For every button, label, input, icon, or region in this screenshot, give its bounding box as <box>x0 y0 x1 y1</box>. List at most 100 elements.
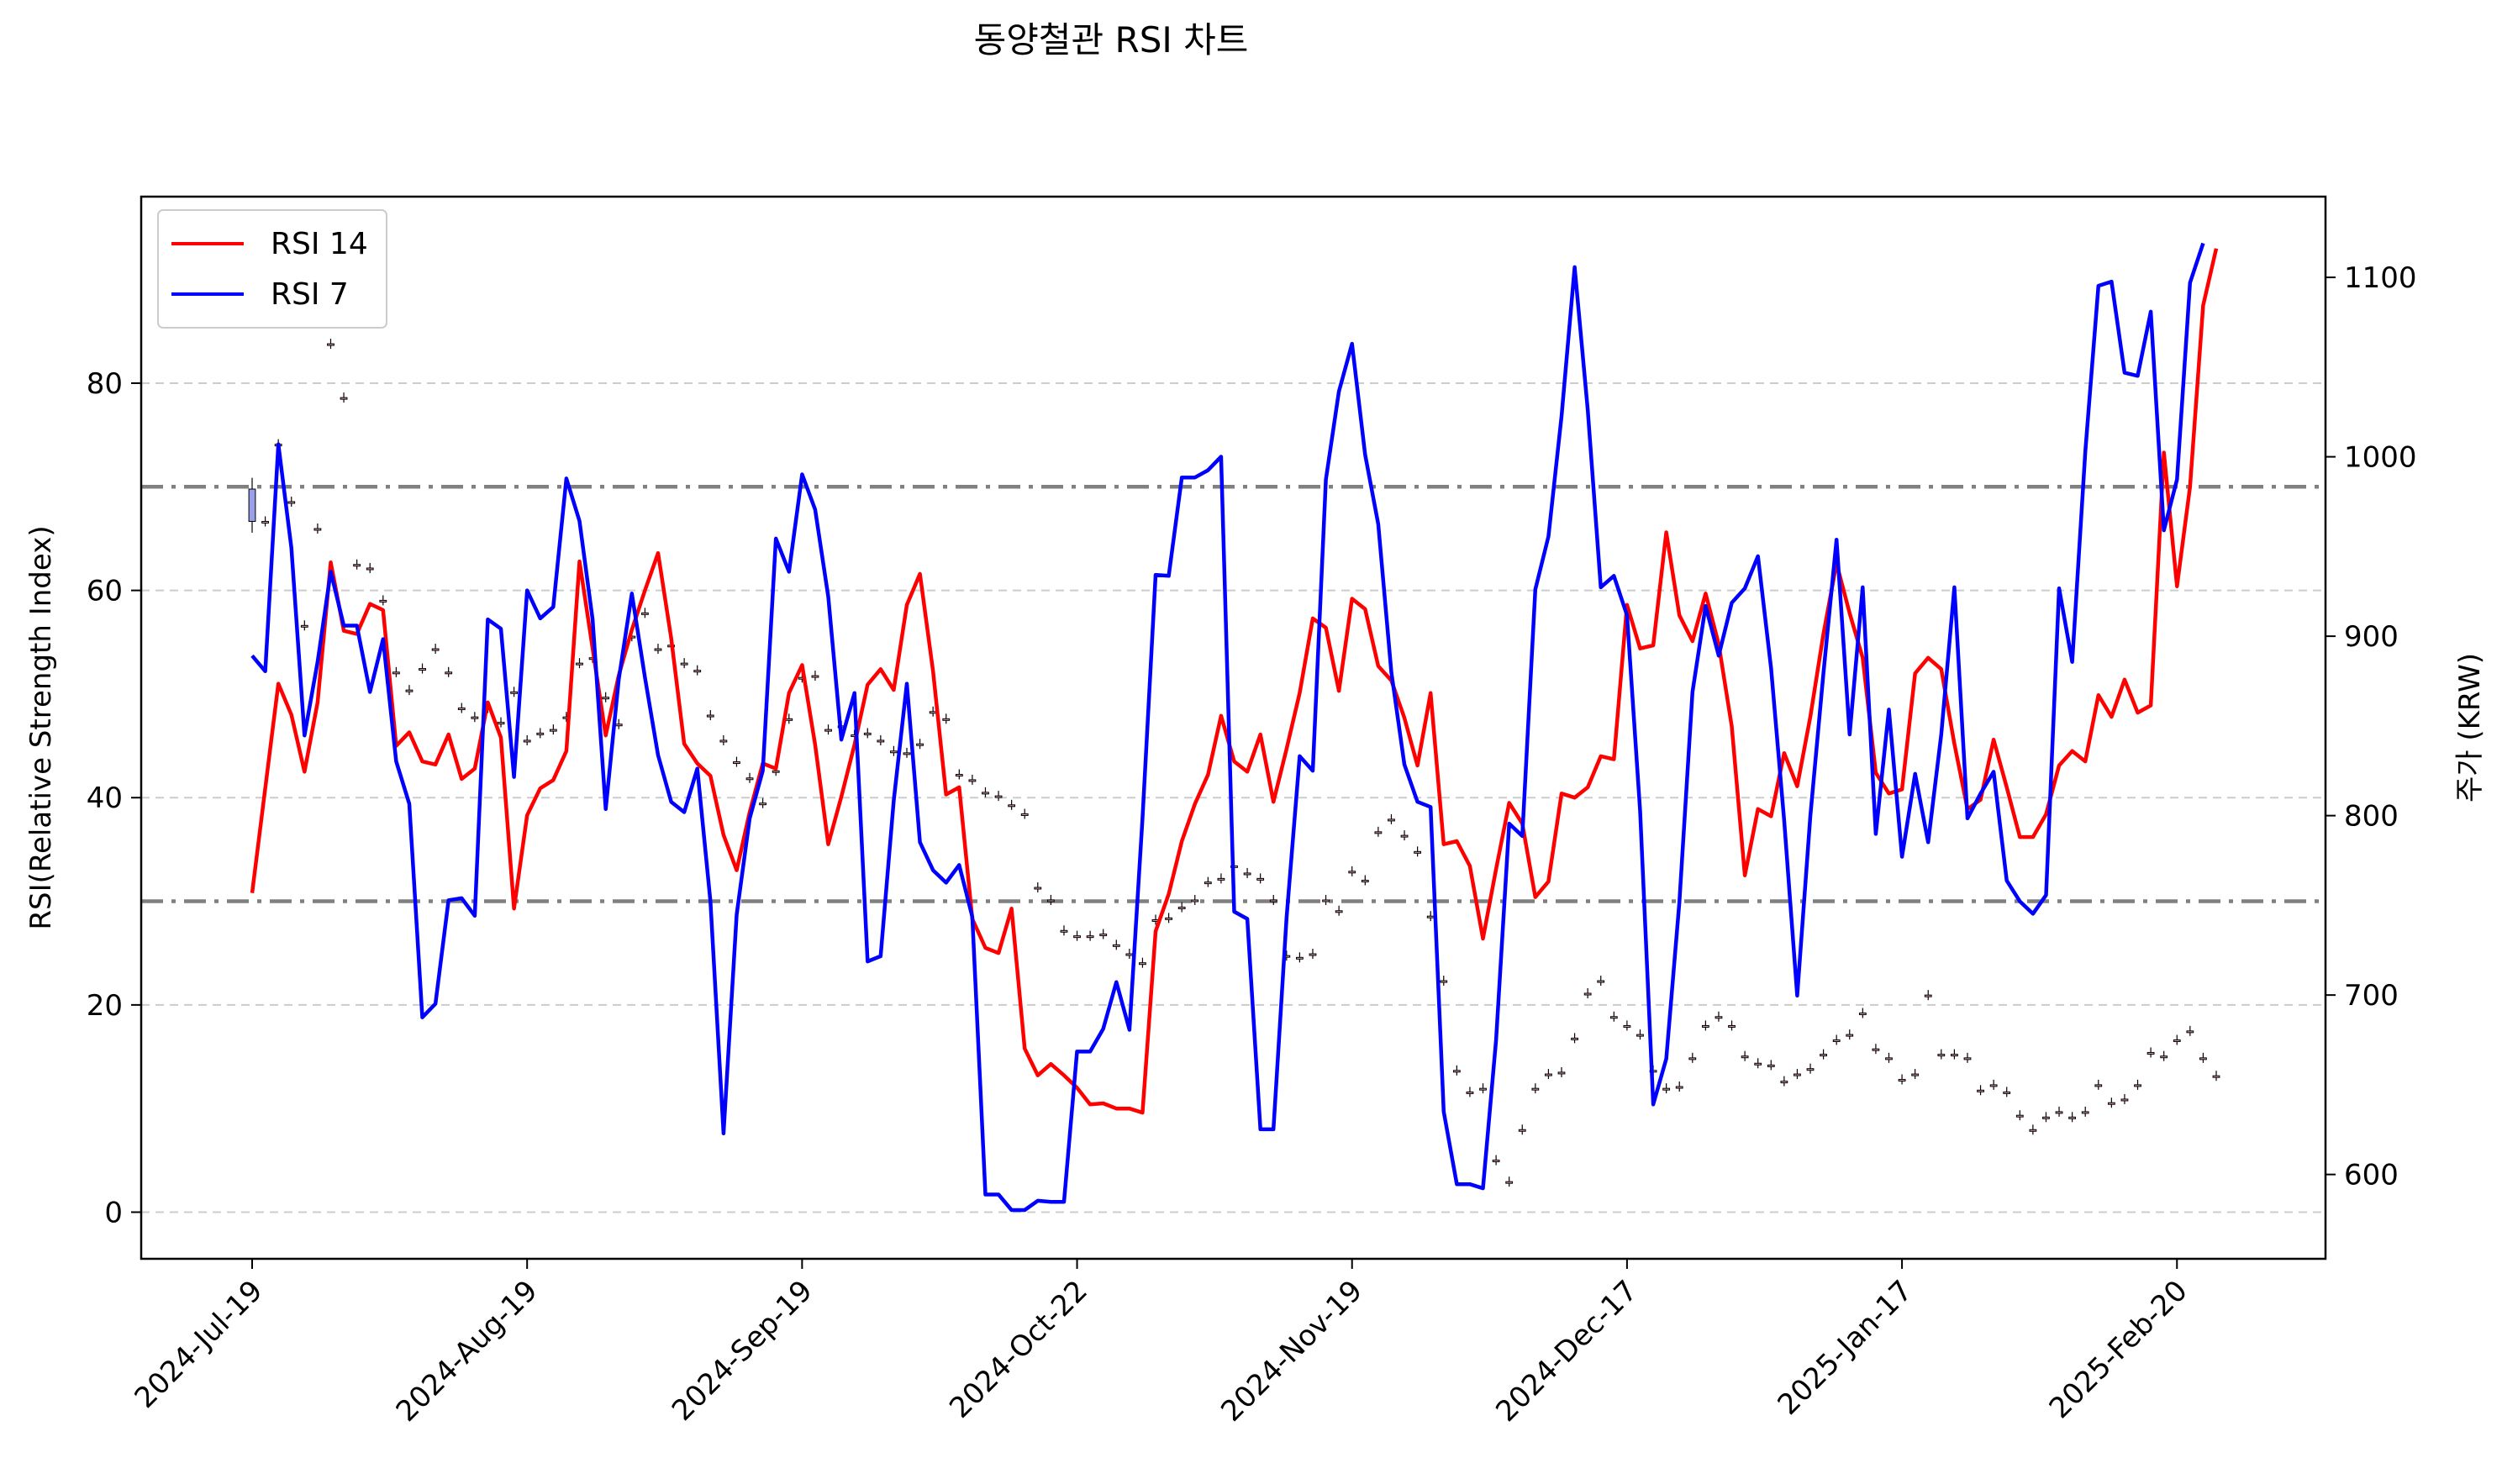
candle-body <box>1820 1054 1827 1057</box>
candle-body <box>772 770 780 773</box>
candle-body <box>1924 994 1932 997</box>
candle-body <box>2015 1114 2024 1118</box>
y2-tick-label: 1000 <box>2344 441 2417 475</box>
y2-axis-label: 주가 (KRW) <box>2453 653 2487 803</box>
y2-tick-label: 800 <box>2344 800 2399 834</box>
candle-body <box>929 711 937 714</box>
candle-body <box>392 671 400 675</box>
candle-body <box>2199 1057 2207 1060</box>
candle-body <box>1125 953 1134 956</box>
candle-body <box>1361 879 1369 882</box>
candle-body <box>1780 1081 1788 1084</box>
candle-body <box>1754 1062 1762 1066</box>
y-tick-label: 20 <box>87 989 123 1023</box>
candle-body <box>2081 1111 2089 1114</box>
candle-body <box>2120 1098 2129 1102</box>
candle-body <box>955 774 963 777</box>
candle-body <box>1701 1024 1709 1028</box>
candle-body <box>1099 934 1108 937</box>
y2-tick-label: 700 <box>2344 979 2399 1013</box>
candle-body <box>1767 1064 1775 1067</box>
candle-body <box>1020 813 1029 816</box>
candle-body <box>1518 1129 1526 1132</box>
y-tick-label: 0 <box>104 1197 123 1230</box>
candle-body <box>2212 1075 2220 1078</box>
candle-body <box>1977 1089 1984 1092</box>
candle-body <box>1073 935 1081 939</box>
candle-body <box>2186 1030 2194 1034</box>
candle-body <box>693 670 702 673</box>
candle-body <box>1452 1070 1461 1073</box>
candle-body <box>2134 1084 2141 1087</box>
candle-body <box>614 724 623 727</box>
candle-body <box>1911 1073 1920 1076</box>
candle-body <box>2107 1102 2115 1105</box>
candle-body <box>1008 804 1016 808</box>
candle-body <box>536 732 545 735</box>
candle-body <box>641 612 649 615</box>
right-y-axis: 600 700 800 900 1000 1100 <box>2326 261 2417 1192</box>
series-line-rsi14 <box>250 248 2219 1115</box>
candle-body <box>1269 899 1277 903</box>
candle-body <box>1335 910 1343 913</box>
series-line-rsi7 <box>250 242 2205 1213</box>
candle-body <box>1177 907 1186 910</box>
y2-tick-label: 900 <box>2344 620 2399 654</box>
candle-body <box>1583 992 1592 996</box>
candle-body <box>1388 818 1395 822</box>
candle-body <box>1963 1057 1972 1060</box>
candle-body <box>300 624 308 628</box>
candle-body <box>1623 1024 1631 1028</box>
candle-body <box>419 668 426 671</box>
candle-body <box>1989 1084 1998 1087</box>
candle-body <box>1479 1087 1487 1091</box>
candle-body <box>1806 1068 1815 1071</box>
candle-body <box>1492 1160 1500 1163</box>
candle-body <box>982 792 989 795</box>
candle-body <box>2068 1116 2077 1119</box>
candle-body <box>719 739 728 743</box>
candle-body <box>2055 1111 2063 1114</box>
candle-body <box>379 599 387 603</box>
candle-body <box>1191 899 1199 903</box>
candle-body <box>942 718 951 721</box>
candle-body <box>1086 935 1094 939</box>
candle-body <box>2094 1084 2103 1087</box>
candle-body <box>2146 1051 2155 1055</box>
y-tick-label: 40 <box>87 781 123 815</box>
candle-body <box>968 779 977 782</box>
candle-body <box>497 722 505 725</box>
candle-body <box>471 716 479 719</box>
candle-body <box>745 777 754 781</box>
candle-body <box>1688 1057 1697 1060</box>
candle-body <box>1034 887 1042 890</box>
candle-body <box>1531 1087 1540 1091</box>
candle-body <box>1204 881 1212 885</box>
candle-body <box>1256 877 1265 881</box>
candle-body <box>1609 1016 1618 1019</box>
candle-body <box>457 708 466 711</box>
candle-body <box>1675 1086 1683 1089</box>
candle-body <box>523 739 531 743</box>
y-tick-label: 60 <box>87 575 123 608</box>
candle-body <box>1322 899 1330 903</box>
candle-body <box>1885 1057 1893 1060</box>
candle-body <box>759 803 767 806</box>
candle-body <box>327 343 334 346</box>
candlestick-series <box>248 339 2220 1187</box>
candle-body <box>1466 1091 1474 1094</box>
candle-body <box>890 750 898 754</box>
candle-body <box>1872 1048 1880 1051</box>
candle-body <box>1571 1037 1578 1040</box>
candle-body <box>1557 1071 1566 1075</box>
candle-body <box>431 648 440 651</box>
candle-body <box>1846 1034 1854 1037</box>
candle-body <box>1728 1024 1736 1028</box>
candle-body <box>1951 1054 1958 1057</box>
candle-body <box>313 528 322 531</box>
legend-label-rsi14: RSI 14 <box>271 227 368 261</box>
candle-body <box>733 761 740 765</box>
candle-body <box>1715 1016 1723 1019</box>
candle-body <box>994 795 1003 798</box>
